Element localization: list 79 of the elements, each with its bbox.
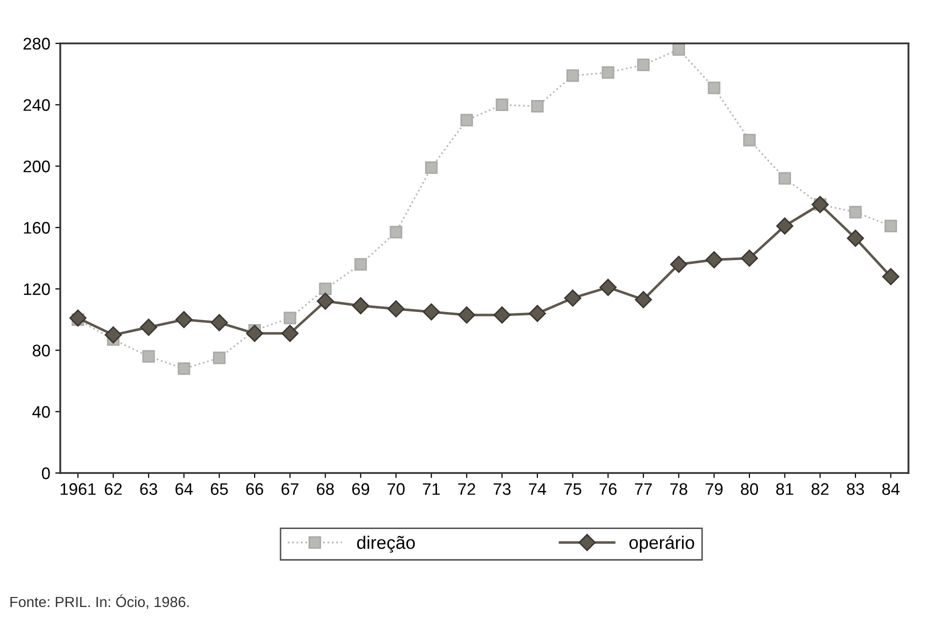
y-tick-label: 160 [24,222,50,234]
x-tick-label: 77 [634,483,652,495]
x-tick-label: 65 [210,483,228,495]
x-tick-label: 67 [282,483,298,495]
x-tick-label: 62 [104,483,122,495]
point [460,114,473,126]
legend-label: direção [357,536,415,553]
point [458,306,476,324]
point [425,161,438,174]
x-tick-label: 79 [706,483,723,495]
point [776,217,794,235]
point [69,309,86,327]
point [142,350,155,363]
x-tick-label: 73 [494,483,511,495]
point [849,206,862,218]
point [743,134,756,146]
x-tick-label: 78 [670,483,688,495]
point [493,306,511,324]
point [213,352,226,364]
x-tick-label: 72 [458,483,476,495]
point [528,304,546,322]
point [104,326,122,344]
point [634,291,652,308]
x-tick-label: 68 [316,483,334,495]
point [140,318,158,336]
point [281,324,299,342]
x-tick-label: 1961 [60,483,96,495]
x-tick-label: 71 [422,483,440,495]
point [846,230,864,247]
x-tick-label: 81 [776,483,794,495]
x-tick-label: 70 [388,483,405,495]
x-tick-label: 74 [528,483,546,495]
point [352,297,370,314]
x-tick-label: 82 [812,483,829,495]
point [387,300,405,318]
y-tick-label: 80 [32,344,50,356]
point [316,292,334,310]
point [564,290,582,307]
point [496,98,508,112]
y-tick-label: 200 [24,160,50,172]
x-tick-label: 75 [564,483,582,495]
point [778,172,792,185]
point [884,220,898,232]
y-tick-label: 40 [32,406,50,418]
x-tick-label: 83 [846,483,864,495]
point [422,303,440,320]
point [706,251,723,268]
x-tick-label: 63 [140,483,158,495]
point [882,268,900,286]
x-tick-label: 76 [600,483,617,495]
point [175,311,193,328]
point [354,258,367,271]
point [672,43,685,56]
y-tick-label: 120 [24,283,50,296]
x-tick-label: 66 [246,483,264,495]
point [602,66,614,79]
x-tick-label: 69 [352,483,370,495]
y-tick-label: 280 [24,38,50,50]
y-tick-label: 0 [42,467,50,480]
point [246,324,264,342]
point [284,312,296,324]
source-note: Fonte: PRIL. In: Ócio, 1986. [10,594,189,609]
point [812,196,829,214]
point [670,256,688,273]
legend-label: operário [629,536,694,553]
point [566,69,579,82]
point [531,100,544,113]
point [600,278,617,296]
x-tick-label: 64 [176,483,193,495]
point [319,282,332,296]
x-tick-label: 80 [740,483,758,495]
point [390,226,402,238]
x-tick-label: 84 [882,483,900,495]
point [740,250,758,267]
point [708,82,720,94]
y-tick-label: 240 [24,99,50,111]
point [637,58,650,72]
point [178,362,190,375]
point [210,314,228,332]
